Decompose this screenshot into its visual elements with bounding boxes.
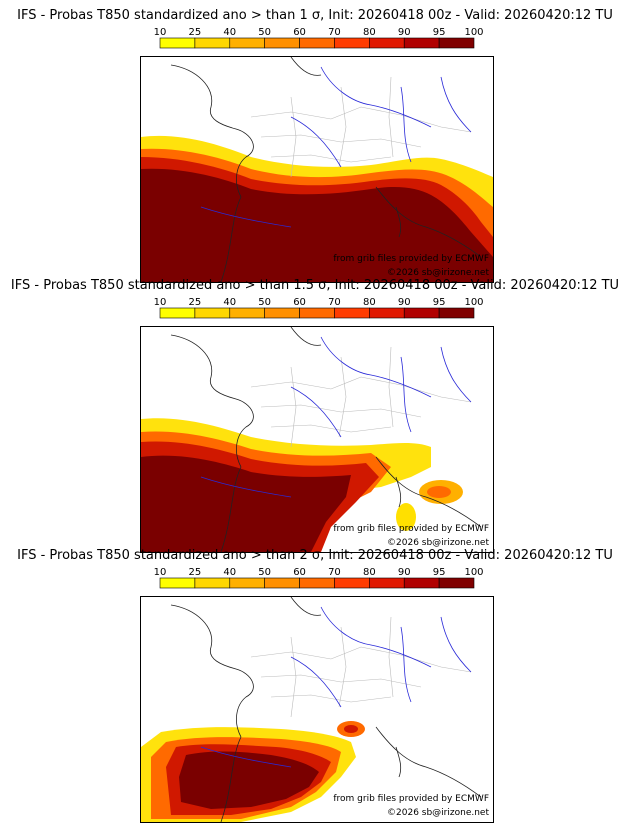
colorbar-tick-label: 50 xyxy=(258,567,271,578)
colorbar-swatch xyxy=(299,307,335,319)
colorbar-tick-label: 50 xyxy=(258,297,271,308)
probability-field xyxy=(141,135,493,282)
colorbar-tick-label: 80 xyxy=(363,27,376,38)
colorbar-swatch xyxy=(229,37,265,49)
colorbar-tick-label: 90 xyxy=(398,567,411,578)
colorbar-swatch xyxy=(159,307,196,319)
probability-map: from grib files provided by ECMWF ©2026 … xyxy=(140,326,494,553)
colorbar-swatch xyxy=(264,37,300,49)
colorbar-tick-label: 60 xyxy=(293,567,306,578)
colorbar-tick-label: 25 xyxy=(189,27,202,38)
colorbar: 10 25 40 50 60 70 80 90 95 100 xyxy=(154,27,484,49)
data-source-note: from grib files provided by ECMWF xyxy=(333,524,489,534)
colorbar-tick-label: 70 xyxy=(328,567,341,578)
colorbar-tick-label: 80 xyxy=(363,297,376,308)
colorbar-swatch xyxy=(299,577,335,589)
data-source-note: from grib files provided by ECMWF xyxy=(333,254,489,264)
colorbar: 10 25 40 50 60 70 80 90 95 100 xyxy=(154,567,484,589)
colorbar-swatch xyxy=(299,37,335,49)
colorbar-swatch xyxy=(438,307,475,319)
colorbar-tick-label: 60 xyxy=(293,27,306,38)
colorbar-swatch xyxy=(438,577,475,589)
coastlines xyxy=(170,327,482,552)
colorbar-tick-label: 95 xyxy=(433,297,446,308)
colorbar-tick-label: 40 xyxy=(223,297,236,308)
coastlines xyxy=(170,57,482,282)
colorbar-swatch xyxy=(334,37,370,49)
colorbar-swatch xyxy=(369,577,405,589)
colorbar-swatch xyxy=(194,577,231,589)
copyright-note: ©2026 sb@irizone.net xyxy=(387,538,489,548)
colorbar-swatch xyxy=(194,307,231,319)
rivers xyxy=(200,66,472,228)
map-panel-1-5sigma: IFS - Probas T850 standardized ano > tha… xyxy=(0,278,630,553)
colorbar-swatch xyxy=(159,577,196,589)
panel-title: IFS - Probas T850 standardized ano > tha… xyxy=(17,8,613,23)
colorbar-tick-label: 80 xyxy=(363,567,376,578)
colorbar-swatch xyxy=(369,37,405,49)
colorbar-tick-label: 95 xyxy=(433,567,446,578)
colorbar-tick-label: 10 xyxy=(154,567,167,578)
colorbar-tick-label: 100 xyxy=(464,297,483,308)
rivers xyxy=(200,336,472,498)
colorbar-tick-label: 40 xyxy=(223,27,236,38)
colorbar: 10 25 40 50 60 70 80 90 95 100 xyxy=(154,297,484,319)
rivers xyxy=(200,606,472,768)
copyright-note: ©2026 sb@irizone.net xyxy=(387,268,489,278)
map-canvas xyxy=(141,327,482,552)
colorbar-swatch xyxy=(229,577,265,589)
colorbar-swatch xyxy=(403,37,440,49)
colorbar-tick-label: 90 xyxy=(398,297,411,308)
colorbar-tick-label: 25 xyxy=(189,567,202,578)
colorbar-tick-label: 10 xyxy=(154,27,167,38)
copyright-note: ©2026 sb@irizone.net xyxy=(387,808,489,818)
regional-borders xyxy=(250,616,472,718)
panel-title: IFS - Probas T850 standardized ano > tha… xyxy=(10,278,620,293)
colorbar-swatch xyxy=(264,307,300,319)
map-panel-1sigma: IFS - Probas T850 standardized ano > tha… xyxy=(0,8,630,283)
probability-field xyxy=(141,721,365,822)
colorbar-swatch xyxy=(229,307,265,319)
colorbar-tick-label: 60 xyxy=(293,297,306,308)
colorbar-swatch xyxy=(403,307,440,319)
probability-map: from grib files provided by ECMWF ©2026 … xyxy=(140,56,494,283)
regional-borders xyxy=(250,76,472,178)
colorbar-swatch xyxy=(159,37,196,49)
colorbar-tick-label: 90 xyxy=(398,27,411,38)
colorbar-swatch xyxy=(264,577,300,589)
map-canvas xyxy=(141,57,493,282)
data-source-note: from grib files provided by ECMWF xyxy=(333,794,489,804)
colorbar-tick-label: 40 xyxy=(223,567,236,578)
probability-field xyxy=(141,418,463,552)
colorbar-swatch xyxy=(334,577,370,589)
colorbar-tick-label: 70 xyxy=(328,27,341,38)
colorbar-tick-label: 50 xyxy=(258,27,271,38)
colorbar-tick-label: 100 xyxy=(464,27,483,38)
map-panel-2sigma: IFS - Probas T850 standardized ano > tha… xyxy=(0,548,630,823)
probability-map: from grib files provided by ECMWF ©2026 … xyxy=(140,596,494,823)
colorbar-tick-label: 95 xyxy=(433,27,446,38)
colorbar-swatch xyxy=(403,577,440,589)
colorbar-swatch xyxy=(438,37,475,49)
panel-title: IFS - Probas T850 standardized ano > tha… xyxy=(17,548,613,563)
colorbar-swatch xyxy=(334,307,370,319)
colorbar-tick-label: 10 xyxy=(154,297,167,308)
colorbar-tick-label: 70 xyxy=(328,297,341,308)
coastlines xyxy=(170,597,482,822)
colorbar-swatch xyxy=(369,307,405,319)
colorbar-tick-label: 25 xyxy=(189,297,202,308)
colorbar-swatch xyxy=(194,37,231,49)
map-canvas xyxy=(141,597,482,822)
regional-borders xyxy=(250,346,472,448)
colorbar-tick-label: 100 xyxy=(464,567,483,578)
